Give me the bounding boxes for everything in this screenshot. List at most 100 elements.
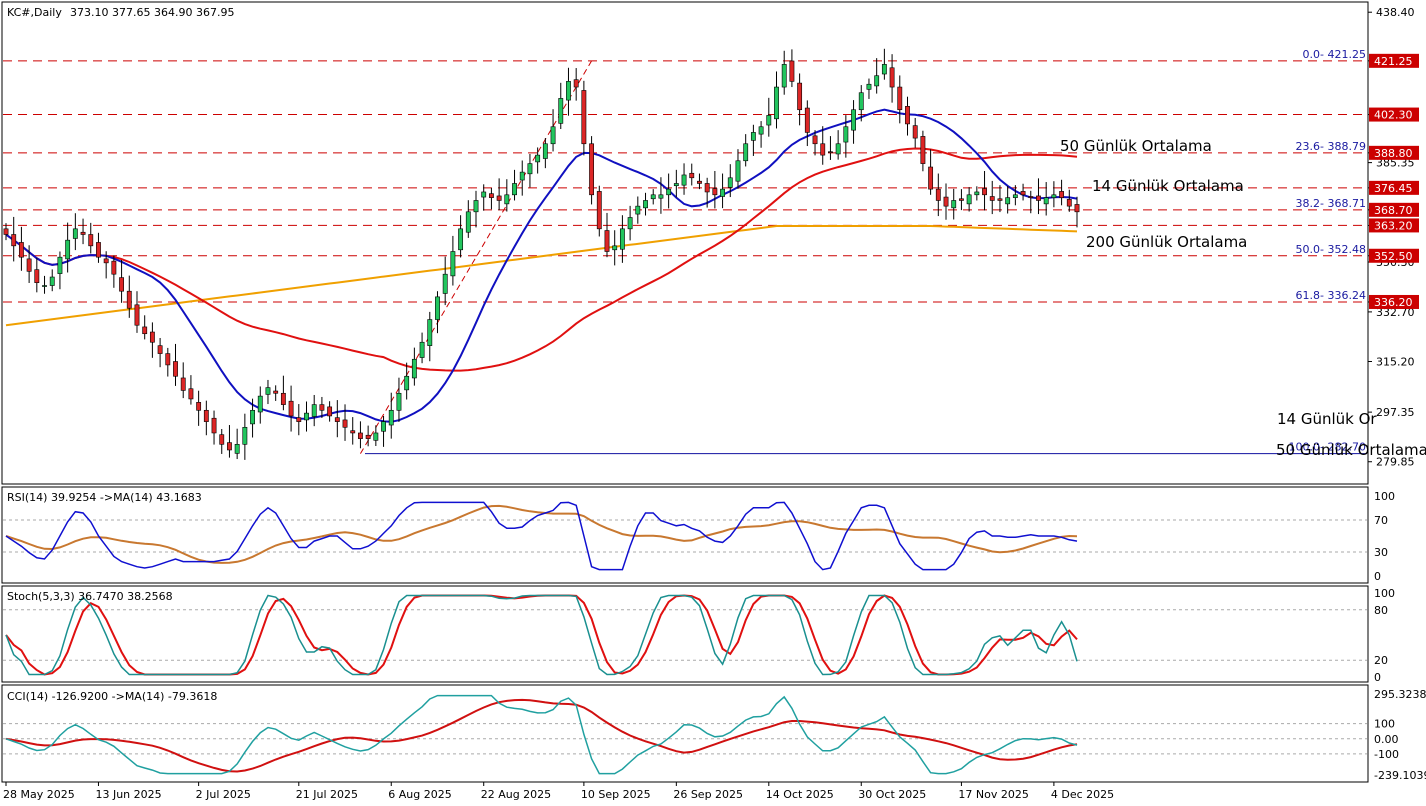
candle-body bbox=[1059, 191, 1065, 198]
indicator-tick-label: 100 bbox=[1374, 587, 1395, 600]
price-level-tag bbox=[1369, 107, 1419, 122]
candle-body bbox=[34, 269, 40, 283]
candle-body bbox=[72, 228, 78, 239]
candle-body bbox=[311, 404, 317, 417]
candle-body bbox=[1036, 195, 1041, 201]
rsi-ma-line bbox=[5, 504, 1078, 564]
candle-body bbox=[951, 200, 957, 209]
candle-body bbox=[504, 194, 510, 205]
candle-body bbox=[227, 442, 232, 451]
price-tick-label: 315.20 bbox=[1376, 356, 1415, 369]
candle-body bbox=[735, 160, 741, 182]
moving-averages bbox=[5, 108, 1078, 423]
candle-body bbox=[265, 387, 271, 395]
candle-body bbox=[88, 234, 94, 247]
candle-body bbox=[843, 126, 849, 143]
time-tick-label: 30 Oct 2025 bbox=[858, 788, 926, 801]
time-tick-label: 13 Jun 2025 bbox=[95, 788, 161, 801]
candle-body bbox=[358, 432, 363, 439]
candle-body bbox=[219, 434, 225, 445]
price-level-tag bbox=[1369, 294, 1419, 309]
time-tick-label: 21 Jul 2025 bbox=[296, 788, 358, 801]
time-tick-label: 10 Sep 2025 bbox=[581, 788, 651, 801]
candle-body bbox=[527, 163, 533, 175]
candle-body bbox=[165, 353, 171, 366]
candle-body bbox=[296, 417, 302, 422]
indicator-tick-label: 0 bbox=[1374, 570, 1381, 583]
candle-body bbox=[812, 135, 818, 145]
rsi-line bbox=[5, 501, 1078, 571]
candle-body bbox=[1043, 197, 1049, 205]
price-level-tag bbox=[1369, 218, 1419, 233]
time-tick-label: 4 Dec 2025 bbox=[1051, 788, 1114, 801]
candle-body bbox=[196, 402, 202, 411]
candle-body bbox=[65, 239, 71, 260]
candle-body bbox=[435, 296, 440, 320]
candle-body bbox=[689, 172, 695, 179]
cci-pane[interactable] bbox=[1, 684, 1369, 783]
candle-body bbox=[966, 194, 972, 205]
rsi-pane[interactable] bbox=[1, 486, 1369, 584]
candle-body bbox=[334, 417, 340, 422]
candle-body bbox=[727, 177, 733, 188]
candle-body bbox=[589, 143, 595, 196]
indicators: 100 70 30 0 100 80 20 0 295.3238 100 0.00 -100 -239.… bbox=[3, 490, 1426, 782]
candle-body bbox=[542, 143, 548, 159]
candle-body bbox=[974, 191, 980, 196]
candle-body bbox=[989, 196, 995, 201]
indicator-tick-label: 100 bbox=[1374, 718, 1395, 731]
candle-body bbox=[481, 191, 487, 198]
candle-body bbox=[743, 143, 749, 162]
candle-body bbox=[750, 132, 756, 141]
candle-body bbox=[280, 392, 286, 405]
annotation-200-day-ma: 200 Günlük Ortalama bbox=[1086, 233, 1247, 251]
candle-body bbox=[1028, 196, 1034, 198]
candle-body bbox=[250, 409, 255, 425]
candle-body bbox=[119, 277, 124, 292]
candle-body bbox=[681, 174, 687, 186]
level-price-tags: 421.25 402.30 388.80 376.45 368.70 363.20 352.… bbox=[1369, 53, 1419, 309]
candle-body bbox=[126, 290, 132, 309]
candle-body bbox=[920, 136, 926, 164]
candle-body bbox=[612, 245, 618, 251]
candle-body bbox=[488, 193, 494, 198]
candle-body bbox=[573, 79, 579, 88]
candle-body bbox=[650, 194, 656, 200]
candle-body bbox=[26, 258, 32, 272]
candle-body bbox=[1020, 191, 1026, 196]
fib-level-label: 50.0- 352.48 bbox=[1296, 243, 1366, 256]
indicator-tick-label: 80 bbox=[1374, 604, 1388, 617]
candle-body bbox=[758, 126, 764, 135]
time-tick-label: 14 Oct 2025 bbox=[766, 788, 834, 801]
candle-body bbox=[774, 86, 779, 120]
price-tick-label: 279.85 bbox=[1376, 456, 1415, 469]
candle-body bbox=[419, 341, 425, 358]
candle-body bbox=[1005, 197, 1011, 205]
candle-body bbox=[211, 417, 217, 434]
candle-body bbox=[350, 430, 356, 434]
candle-body bbox=[712, 188, 718, 196]
candle-body bbox=[781, 64, 787, 88]
candle-body bbox=[643, 200, 648, 209]
annotation-14-day-ma: 14 Günlük Ortalama bbox=[1092, 177, 1244, 195]
candle-body bbox=[234, 444, 240, 454]
ohlc-readout: 373.10 377.65 364.90 367.95 bbox=[70, 6, 234, 19]
candle-body bbox=[581, 90, 587, 145]
candle-body bbox=[11, 234, 17, 247]
stoch-pane[interactable] bbox=[1, 585, 1369, 683]
candle-body bbox=[3, 228, 9, 235]
cci-header: CCI(14) -126.9200 ->MA(14) -79.3618 bbox=[7, 690, 217, 703]
time-axis: 28 May 2025 13 Jun 2025 2 Jul 2025 21 Jul 2… bbox=[3, 782, 1114, 801]
candle-body bbox=[519, 171, 525, 181]
candle-body bbox=[96, 242, 101, 258]
price-level-tag bbox=[1369, 145, 1419, 160]
price-pane[interactable] bbox=[1, 1, 1369, 485]
candle-body bbox=[959, 198, 964, 201]
price-level-tag bbox=[1369, 248, 1419, 263]
candle-body bbox=[997, 198, 1003, 201]
candle-body bbox=[720, 188, 725, 197]
time-tick-label: 6 Aug 2025 bbox=[388, 788, 451, 801]
candle-body bbox=[404, 375, 410, 391]
candle-body bbox=[866, 83, 872, 90]
